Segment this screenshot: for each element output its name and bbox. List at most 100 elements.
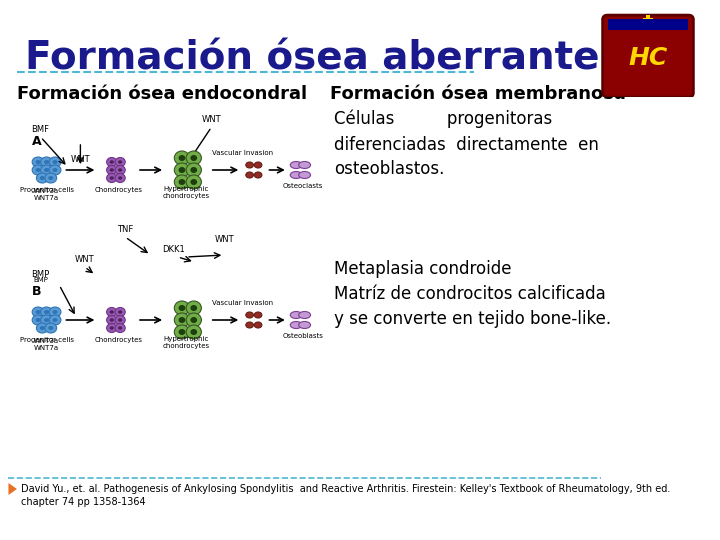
Ellipse shape: [44, 160, 49, 164]
Ellipse shape: [49, 165, 61, 175]
Ellipse shape: [48, 176, 53, 180]
Text: Vascular Invasion: Vascular Invasion: [212, 150, 273, 156]
Polygon shape: [643, 18, 653, 21]
Ellipse shape: [254, 172, 262, 178]
Ellipse shape: [299, 172, 310, 179]
Ellipse shape: [254, 162, 262, 168]
Text: David Yu., et. al. Pathogenesis of Ankylosing Spondylitis  and Reactive Arthriti: David Yu., et. al. Pathogenesis of Ankyl…: [21, 484, 670, 507]
Ellipse shape: [186, 325, 202, 339]
Ellipse shape: [115, 323, 125, 333]
Ellipse shape: [40, 326, 45, 330]
Polygon shape: [9, 483, 17, 495]
Ellipse shape: [115, 307, 125, 316]
Ellipse shape: [53, 168, 58, 172]
Ellipse shape: [299, 321, 310, 328]
Ellipse shape: [48, 326, 53, 330]
Ellipse shape: [40, 315, 53, 325]
Ellipse shape: [118, 160, 122, 164]
Text: Osteoclasts: Osteoclasts: [283, 183, 323, 189]
Text: Formación ósea membranosa: Formación ósea membranosa: [330, 85, 626, 103]
Ellipse shape: [118, 318, 122, 322]
Ellipse shape: [186, 175, 202, 189]
Ellipse shape: [299, 161, 310, 168]
Ellipse shape: [32, 315, 44, 325]
Ellipse shape: [190, 179, 197, 185]
Ellipse shape: [290, 161, 302, 168]
Ellipse shape: [107, 323, 117, 333]
Ellipse shape: [118, 326, 122, 330]
Text: Hypertrophic
chondrocytes: Hypertrophic chondrocytes: [163, 336, 210, 349]
FancyBboxPatch shape: [608, 19, 688, 30]
Ellipse shape: [115, 165, 125, 174]
Ellipse shape: [174, 301, 189, 315]
Ellipse shape: [109, 168, 114, 172]
Ellipse shape: [115, 315, 125, 325]
Ellipse shape: [44, 310, 49, 314]
Ellipse shape: [107, 307, 117, 316]
Ellipse shape: [35, 168, 40, 172]
Ellipse shape: [35, 318, 40, 322]
Ellipse shape: [37, 323, 48, 333]
Text: WNT: WNT: [215, 235, 234, 244]
Ellipse shape: [53, 318, 58, 322]
Ellipse shape: [40, 157, 53, 167]
Ellipse shape: [45, 323, 57, 333]
Text: WNT: WNT: [71, 155, 90, 164]
Ellipse shape: [44, 318, 49, 322]
Ellipse shape: [107, 165, 117, 174]
Ellipse shape: [174, 313, 189, 327]
Text: Células          progenitoras
diferenciadas  directamente  en
osteoblastos.: Células progenitoras diferenciadas direc…: [334, 110, 599, 179]
Ellipse shape: [246, 162, 253, 168]
Ellipse shape: [40, 176, 45, 180]
Ellipse shape: [49, 157, 61, 167]
Ellipse shape: [32, 165, 44, 175]
Ellipse shape: [190, 155, 197, 161]
Ellipse shape: [254, 322, 262, 328]
Text: WNT: WNT: [75, 255, 94, 264]
Ellipse shape: [107, 315, 117, 325]
Text: WNT3a
WNT7a: WNT3a WNT7a: [34, 188, 59, 201]
Ellipse shape: [118, 168, 122, 172]
Ellipse shape: [290, 172, 302, 179]
Ellipse shape: [49, 307, 61, 317]
Ellipse shape: [254, 312, 262, 318]
Text: BMP: BMP: [32, 270, 50, 279]
Text: A: A: [32, 135, 42, 148]
Polygon shape: [646, 15, 650, 24]
Ellipse shape: [190, 317, 197, 323]
Ellipse shape: [115, 158, 125, 166]
Ellipse shape: [186, 151, 202, 165]
Ellipse shape: [40, 307, 53, 317]
Ellipse shape: [179, 305, 185, 311]
Ellipse shape: [179, 167, 185, 173]
Ellipse shape: [290, 321, 302, 328]
Ellipse shape: [109, 310, 114, 314]
Text: B: B: [32, 285, 42, 298]
Text: TNF: TNF: [117, 225, 133, 234]
Ellipse shape: [190, 167, 197, 173]
Text: Chondrocytes: Chondrocytes: [94, 187, 143, 193]
Ellipse shape: [299, 312, 310, 319]
Text: Formación ósea aberrante: Formación ósea aberrante: [25, 40, 600, 78]
Text: HC: HC: [629, 46, 667, 70]
Text: WNT3a
WNT7a: WNT3a WNT7a: [34, 338, 59, 351]
Text: Formación ósea endocondral: Formación ósea endocondral: [17, 85, 307, 103]
Ellipse shape: [190, 329, 197, 335]
Text: BMF: BMF: [32, 125, 50, 134]
Ellipse shape: [37, 173, 48, 183]
Ellipse shape: [179, 317, 185, 323]
Ellipse shape: [53, 160, 58, 164]
Ellipse shape: [186, 301, 202, 315]
Ellipse shape: [109, 326, 114, 330]
Ellipse shape: [32, 157, 44, 167]
Ellipse shape: [246, 312, 253, 318]
Ellipse shape: [109, 318, 114, 322]
FancyBboxPatch shape: [603, 15, 693, 97]
Ellipse shape: [186, 163, 202, 177]
Ellipse shape: [109, 176, 114, 180]
Text: Osteoblasts: Osteoblasts: [282, 333, 323, 339]
Ellipse shape: [40, 165, 53, 175]
Ellipse shape: [179, 329, 185, 335]
Ellipse shape: [190, 305, 197, 311]
Text: Progenitor cells: Progenitor cells: [19, 187, 73, 193]
